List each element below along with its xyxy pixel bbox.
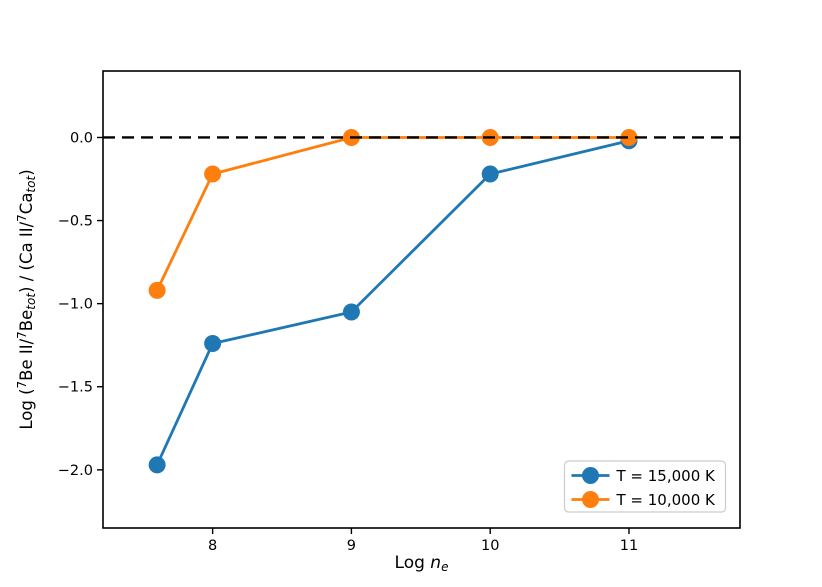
label-segment: Be — [17, 310, 36, 331]
y-axis-label: Log (7Be II/7Betot) / (Ca II/7Catot) — [15, 169, 38, 429]
series-marker — [342, 303, 360, 321]
label-segment: ) / (Ca II/ — [17, 221, 36, 293]
label-segment: tot — [24, 175, 38, 193]
label-segment: Log — [395, 553, 431, 573]
legend-marker-icon — [582, 491, 599, 508]
label-segment: e — [441, 560, 448, 574]
series-marker — [148, 281, 166, 299]
label-segment: tot — [24, 292, 38, 310]
label-segment: n — [430, 553, 441, 573]
label-segment: 7 — [15, 214, 29, 222]
legend-label: T = 10,000 K — [616, 491, 717, 509]
x-tick-label: 9 — [347, 538, 356, 554]
label-segment: Log ( — [17, 388, 36, 429]
label-segment: 7 — [15, 331, 29, 339]
x-tick-label: 10 — [481, 538, 499, 554]
y-tick-label: −2.0 — [58, 463, 93, 479]
legend-marker-icon — [582, 467, 599, 484]
label-segment: Ca — [17, 193, 36, 215]
y-tick-label: −1.5 — [58, 380, 93, 396]
y-tick-label: 0.0 — [70, 130, 93, 146]
x-axis-label: Log ne — [395, 553, 449, 574]
series-marker — [204, 165, 222, 183]
series-marker — [481, 165, 499, 183]
label-segment: ) — [17, 169, 36, 175]
label-segment: Be II/ — [17, 338, 36, 380]
legend-entry: T = 10,000 K — [571, 491, 717, 509]
plot-frame — [102, 70, 741, 529]
series-marker — [204, 335, 222, 353]
x-tick-label: 11 — [620, 538, 638, 554]
legend: T = 15,000 K T = 10,000 K — [563, 460, 727, 513]
series-marker — [148, 456, 166, 474]
y-tick-label: −0.5 — [58, 214, 93, 230]
label-segment: 7 — [15, 381, 29, 389]
legend-label: T = 15,000 K — [616, 467, 717, 485]
series-marker — [620, 128, 638, 146]
legend-entry: T = 15,000 K — [571, 467, 717, 485]
y-tick-label: −1.0 — [58, 297, 93, 313]
x-tick-label: 8 — [208, 538, 217, 554]
